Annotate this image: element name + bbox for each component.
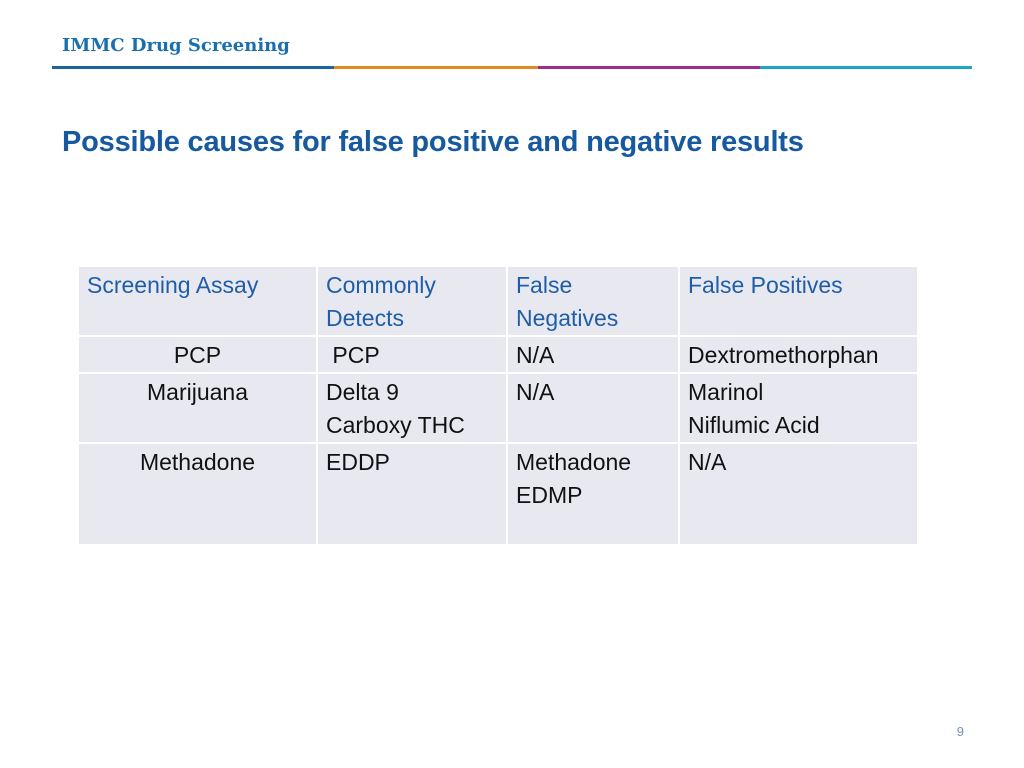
table-row: PCP PCP N/A Dextromethorphan — [77, 335, 919, 374]
cell-assay: Marijuana — [77, 372, 318, 444]
cell-false-positives: Dextromethorphan — [678, 335, 919, 374]
cell-line: N/A — [688, 449, 727, 475]
header-screening-assay: Screening Assay — [77, 265, 318, 337]
cell-line: EDMP — [516, 482, 583, 508]
table-row: Methadone EDDP Methadone EDMP N/A — [77, 442, 919, 546]
cell-line: Marinol — [688, 379, 764, 405]
divider-segment-orange — [334, 66, 538, 69]
cell-false-positives: N/A — [678, 442, 919, 546]
header-commonly-detects: Commonly Detects — [316, 265, 508, 337]
cell-assay: PCP — [77, 335, 318, 374]
cell-false-negatives: N/A — [506, 372, 680, 444]
cell-line: Methadone — [516, 449, 632, 475]
header-divider — [52, 66, 972, 69]
cell-detects: Delta 9 Carboxy THC — [316, 372, 508, 444]
header-false-negatives: False Negatives — [506, 265, 680, 337]
slide-title: Possible causes for false positive and n… — [62, 126, 804, 158]
header-title: IMMC Drug Screening — [62, 35, 290, 56]
cell-line: PCP — [326, 342, 380, 368]
cell-line: Delta 9 — [326, 379, 399, 405]
results-table: Screening Assay Commonly Detects False N… — [77, 265, 919, 546]
cell-assay: Methadone — [77, 442, 318, 546]
cell-false-negatives: Methadone EDMP — [506, 442, 680, 546]
page-number: 9 — [956, 724, 964, 739]
cell-false-negatives: N/A — [506, 335, 680, 374]
cell-line: N/A — [516, 342, 555, 368]
divider-segment-teal — [760, 66, 972, 69]
table-header-row: Screening Assay Commonly Detects False N… — [77, 265, 919, 337]
table-row: Marijuana Delta 9 Carboxy THC N/A Marino… — [77, 372, 919, 444]
divider-segment-blue — [52, 66, 334, 69]
cell-line: N/A — [516, 379, 555, 405]
cell-false-positives: Marinol Niflumic Acid — [678, 372, 919, 444]
cell-line: Dextromethorphan — [688, 342, 879, 368]
cell-line: EDDP — [326, 449, 390, 475]
cell-line: Niflumic Acid — [688, 412, 820, 438]
cell-detects: EDDP — [316, 442, 508, 546]
divider-segment-purple — [538, 66, 760, 69]
cell-line: Carboxy THC — [326, 412, 465, 438]
cell-detects: PCP — [316, 335, 508, 374]
header-false-positives: False Positives — [678, 265, 919, 337]
